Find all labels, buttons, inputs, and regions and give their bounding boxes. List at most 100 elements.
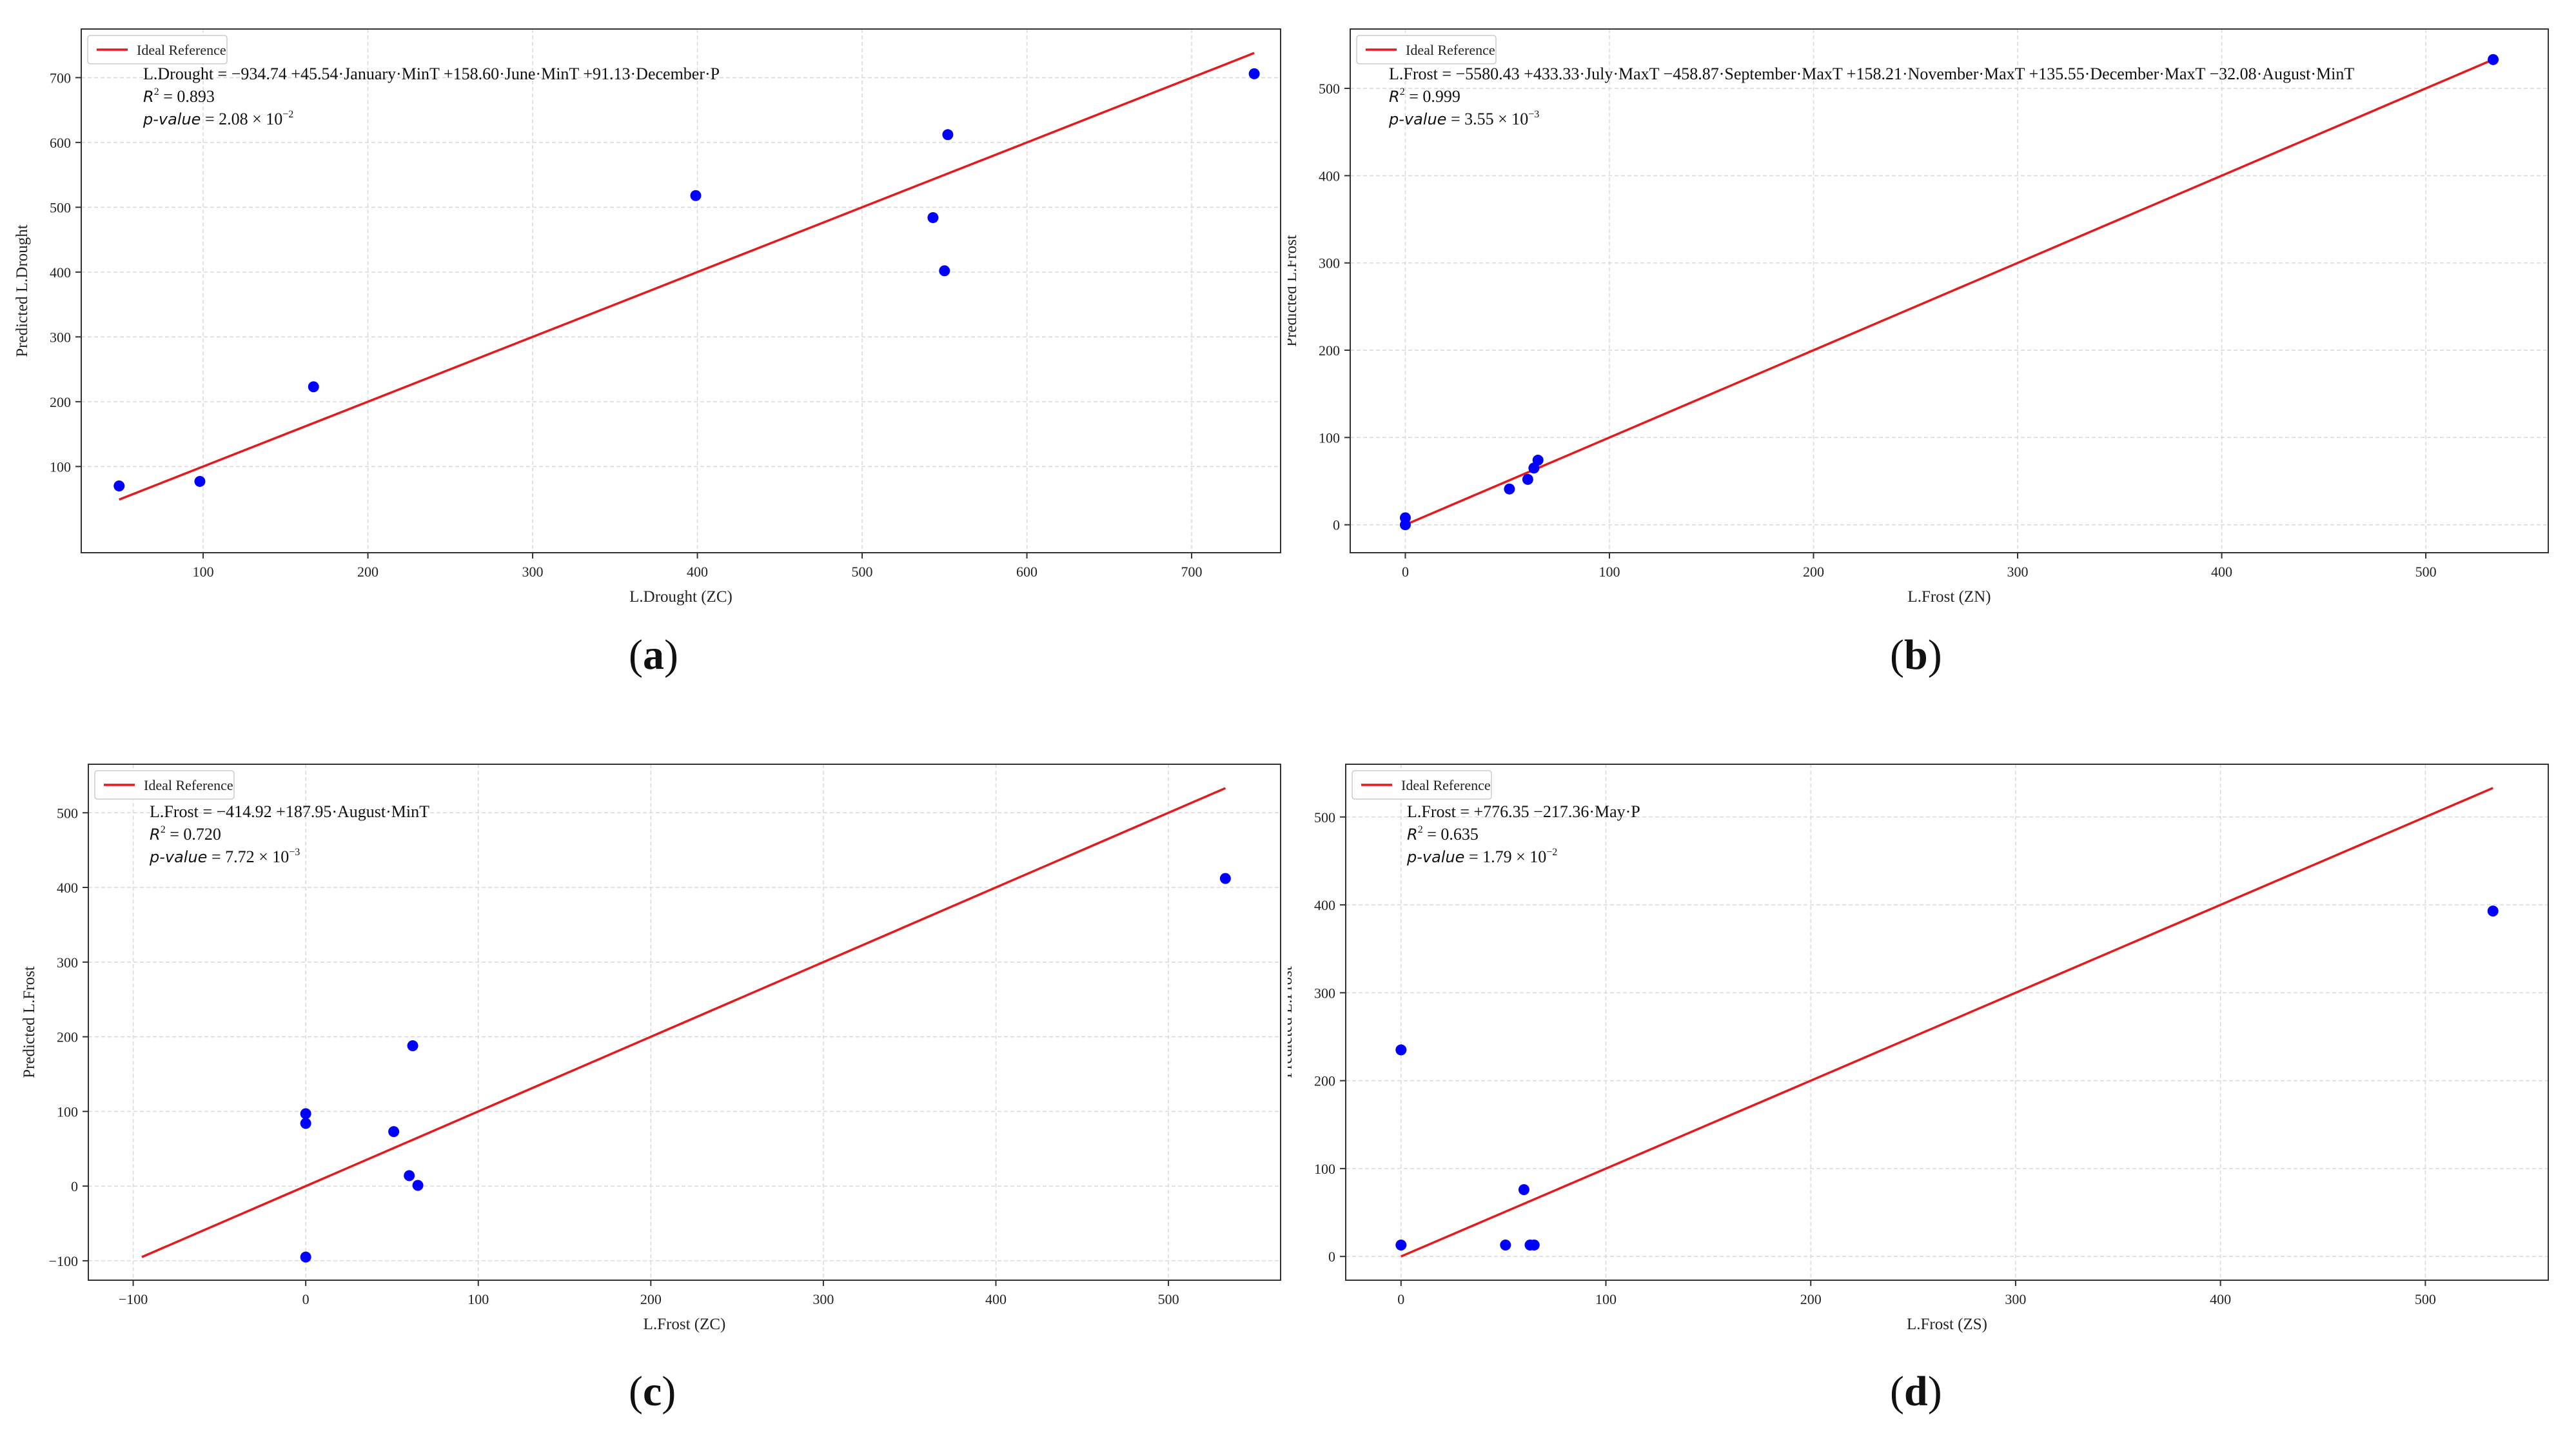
- data-point: [113, 480, 125, 491]
- y-tick-label: 200: [1314, 1073, 1335, 1089]
- y-axis-label: Predicted L.Frost: [1288, 235, 1300, 347]
- regression-equation: L.Frost = −414.92 +187.95·August·MinT: [150, 802, 429, 821]
- data-point: [927, 212, 939, 223]
- y-axis-label: Predicted L.Drought: [14, 224, 31, 357]
- y-tick-label: −100: [49, 1253, 78, 1269]
- data-point: [1399, 512, 1411, 524]
- ideal-reference-line: [141, 787, 1226, 1258]
- ideal-reference-line: [1401, 787, 2493, 1258]
- y-axis-label: Predicted L.Frost: [1288, 966, 1295, 1078]
- regression-equation: L.Frost = −5580.43 +433.33·July·MaxT −45…: [1389, 64, 2354, 83]
- data-point: [1500, 1239, 1511, 1251]
- x-tick-label: 100: [467, 1291, 489, 1307]
- x-tick-label: 700: [1181, 564, 1203, 580]
- data-point: [1395, 1044, 1407, 1056]
- chart-panel-c: −100 0 100 200 300 400 500 −100 0 100 200 300 400 500…: [0, 729, 1288, 1441]
- p-value-annotation: p-value = 1.79 × 10−2: [1406, 847, 1557, 866]
- x-tick-label: 300: [812, 1291, 834, 1307]
- x-tick-label: 200: [1803, 564, 1824, 580]
- data-point: [1248, 68, 1260, 79]
- y-tick-label: 0: [71, 1178, 78, 1194]
- data-point: [308, 381, 319, 393]
- y-tick-label: 400: [57, 880, 78, 896]
- p-value-annotation: p-value = 7.72 × 10−3: [149, 847, 300, 866]
- regression-equation: L.Drought = −934.74 +45.54·January·MinT …: [143, 64, 720, 83]
- y-tick-label: 500: [57, 805, 78, 821]
- data-point: [1528, 1239, 1540, 1251]
- data-point: [300, 1251, 311, 1263]
- legend-box: [1356, 35, 1497, 64]
- chart-panel-a: 100 200 300 400 500 600 700 100 200 300 400 500 600 7…: [0, 0, 1288, 713]
- x-tick-label: 500: [2415, 1291, 2436, 1307]
- data-point: [388, 1126, 400, 1138]
- y-tick-label: 500: [1319, 81, 1340, 97]
- y-tick-label: 200: [50, 394, 71, 410]
- x-tick-label: 400: [985, 1291, 1007, 1307]
- y-tick-label: 200: [57, 1029, 78, 1045]
- y-tick-label: 300: [1319, 255, 1340, 272]
- plot-frame: [81, 28, 1281, 553]
- x-tick-label: 400: [2210, 1291, 2231, 1307]
- x-tick-label: −100: [119, 1291, 148, 1307]
- x-tick-label: 100: [193, 564, 214, 580]
- x-tick-label: 500: [2415, 564, 2437, 580]
- panel-caption-a: (a): [629, 631, 678, 678]
- panel-caption-c: (c): [629, 1368, 676, 1415]
- data-point: [404, 1170, 415, 1182]
- scatter-chart-b: 0 100 200 300 400 500 0 100 200 300 400 500 L.Frost …: [1283, 28, 2549, 606]
- chart-panel-b: 0 100 200 300 400 500 0 100 200 300 400 500 L.Frost …: [1283, 0, 2576, 713]
- plot-frame: [1350, 28, 2549, 553]
- y-tick-label: 400: [50, 264, 71, 281]
- ideal-reference-line: [1404, 58, 2494, 526]
- data-point: [690, 190, 702, 201]
- data-point: [2488, 54, 2499, 65]
- data-point: [942, 129, 954, 141]
- plot-frame: [88, 764, 1281, 1281]
- data-point: [1532, 455, 1544, 466]
- data-point: [1518, 1184, 1529, 1196]
- x-tick-label: 300: [522, 564, 544, 580]
- panel-caption-b: (b): [1890, 631, 1942, 678]
- x-tick-label: 100: [1595, 1291, 1617, 1307]
- data-point: [1219, 873, 1231, 884]
- y-tick-label: 500: [1314, 809, 1335, 826]
- r-squared-annotation: R2 = 0.893: [143, 86, 215, 106]
- data-point: [407, 1040, 418, 1051]
- r-squared-annotation: R2 = 0.720: [150, 824, 221, 844]
- y-axis-label: Predicted L.Frost: [21, 966, 38, 1078]
- x-tick-label: 0: [1397, 1291, 1404, 1307]
- r-squared-annotation: R2 = 0.635: [1407, 824, 1479, 844]
- data-point: [194, 475, 206, 487]
- y-tick-label: 0: [1328, 1249, 1335, 1265]
- x-tick-label: 500: [1158, 1291, 1179, 1307]
- x-tick-label: 600: [1016, 564, 1037, 580]
- x-tick-label: 300: [2005, 1291, 2026, 1307]
- ideal-reference-line: [119, 52, 1255, 501]
- data-point: [1504, 483, 1515, 495]
- x-tick-label: 0: [1402, 564, 1409, 580]
- data-point: [300, 1108, 311, 1120]
- x-axis-label: L.Frost (ZN): [1907, 588, 1991, 606]
- y-tick-label: 400: [1319, 168, 1340, 184]
- y-tick-label: 100: [57, 1103, 78, 1120]
- r-squared-annotation: R2 = 0.999: [1389, 86, 1460, 106]
- x-tick-label: 300: [2007, 564, 2029, 580]
- legend-box: [94, 770, 235, 800]
- chart-panel-d: 0 100 200 300 400 500 0 100 200 300 400 500 L.Frost …: [1278, 729, 2576, 1441]
- y-tick-label: 300: [50, 329, 71, 345]
- p-value-annotation: p-value = 2.08 × 10−2: [143, 109, 293, 128]
- p-value-annotation: p-value = 3.55 × 10−3: [1388, 109, 1539, 128]
- x-tick-label: 200: [640, 1291, 662, 1307]
- scatter-chart-c: −100 0 100 200 300 400 500 −100 0 100 200 300 400 500…: [21, 764, 1281, 1333]
- scatter-chart-a: 100 200 300 400 500 600 700 100 200 300 400 500 600 7…: [14, 28, 1281, 606]
- y-tick-label: 300: [1314, 985, 1335, 1001]
- legend-box: [87, 35, 228, 64]
- regression-equation: L.Frost = +776.35 −217.36·May·P: [1407, 802, 1640, 821]
- y-tick-label: 100: [1319, 430, 1340, 446]
- y-tick-label: 400: [1314, 897, 1335, 913]
- x-tick-label: 400: [2211, 564, 2232, 580]
- legend-label: Ideal Reference: [1406, 42, 1495, 58]
- y-tick-label: 500: [50, 199, 71, 215]
- x-axis-label: L.Frost (ZS): [1907, 1316, 1987, 1333]
- y-tick-label: 600: [50, 135, 71, 151]
